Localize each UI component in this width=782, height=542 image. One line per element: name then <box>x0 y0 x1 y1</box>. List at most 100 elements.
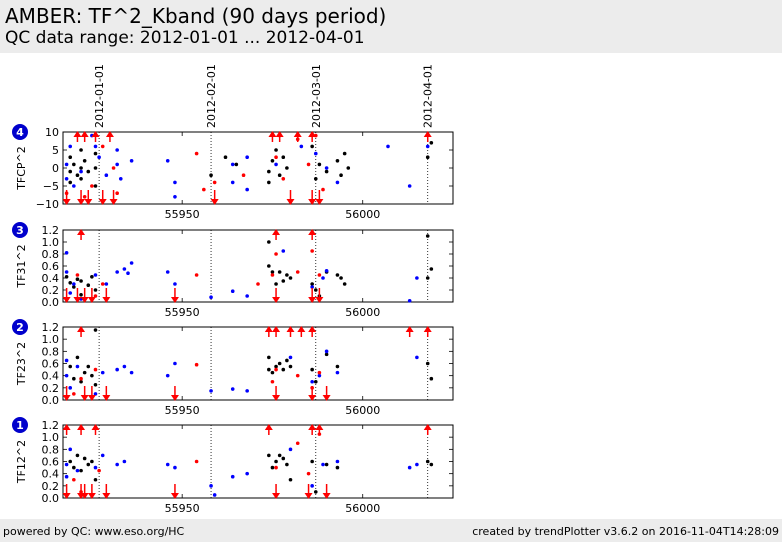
upper-limit-arrowhead <box>73 131 82 137</box>
data-point <box>267 240 271 244</box>
lower-limit-arrowhead <box>87 395 96 401</box>
lower-limit-arrowhead <box>322 395 331 401</box>
lower-limit-arrowhead <box>272 297 281 303</box>
lower-limit-arrowhead <box>87 493 96 499</box>
lower-limit-arrowhead <box>62 199 71 205</box>
lower-limit-arrowhead <box>170 493 179 499</box>
y-tick-label: 0.2 <box>42 284 60 297</box>
y-tick-label: 0.4 <box>42 468 60 481</box>
data-point <box>100 453 105 458</box>
data-point <box>115 148 119 152</box>
data-point <box>288 355 293 360</box>
data-point <box>335 273 340 277</box>
data-point <box>241 173 246 177</box>
data-point <box>274 465 278 470</box>
data-point <box>299 144 304 149</box>
y-tick-label: 1.2 <box>42 419 60 432</box>
upper-limit-arrowhead <box>264 326 273 332</box>
date-marker-label: 2012-04-01 <box>422 64 435 128</box>
data-point <box>82 159 87 163</box>
data-point <box>415 276 419 280</box>
data-point <box>93 465 98 470</box>
data-point <box>285 273 289 277</box>
y-tick-label: 0.8 <box>42 248 60 261</box>
upper-limit-arrowhead <box>275 131 284 137</box>
data-point <box>75 173 80 177</box>
data-point <box>115 191 119 195</box>
x-tick-label: 55950 <box>165 404 200 417</box>
data-point <box>72 282 76 286</box>
data-point <box>267 367 271 372</box>
data-point <box>335 459 340 464</box>
data-point <box>75 273 80 277</box>
lower-limit-arrowhead <box>210 199 219 205</box>
footer-banner: powered by QC: www.eso.org/HC created by… <box>0 519 782 542</box>
data-point <box>295 270 300 274</box>
data-point <box>288 447 293 452</box>
data-point <box>425 361 430 366</box>
data-point <box>72 465 76 470</box>
data-point <box>310 282 314 286</box>
lower-limit-arrowhead <box>272 493 281 499</box>
date-marker-label: 2012-01-01 <box>93 64 106 128</box>
data-point <box>346 166 351 170</box>
lower-limit-arrowhead <box>98 199 107 205</box>
data-point <box>72 376 76 381</box>
upper-limit-arrowhead <box>293 131 302 137</box>
data-point <box>429 141 434 145</box>
data-point <box>321 276 325 280</box>
data-point <box>281 367 286 372</box>
plot-frame <box>62 424 454 499</box>
data-point <box>245 155 249 159</box>
data-point <box>245 471 249 476</box>
data-point <box>68 169 73 174</box>
date-marker-label: 2012-03-01 <box>310 64 323 128</box>
data-point <box>165 159 170 163</box>
y-tick-label: 0.0 <box>42 296 60 309</box>
data-point <box>277 361 282 366</box>
upper-limit-arrowhead <box>297 326 306 332</box>
lower-limit-arrowhead <box>315 199 324 205</box>
data-point <box>86 169 91 174</box>
upper-limit-arrowhead <box>272 229 281 235</box>
upper-limit-arrowhead <box>264 424 273 430</box>
data-point <box>79 177 83 181</box>
upper-limit-arrowhead <box>62 424 71 430</box>
data-point <box>64 270 69 274</box>
data-point <box>93 288 98 292</box>
data-point <box>223 155 228 159</box>
data-point <box>245 187 249 192</box>
data-point <box>90 459 94 464</box>
upper-limit-arrowhead <box>423 326 432 332</box>
data-point <box>407 299 412 303</box>
data-point <box>82 456 87 461</box>
data-point <box>173 282 177 286</box>
data-point <box>75 453 80 458</box>
upper-limit-arrowhead <box>272 326 281 332</box>
lower-limit-arrowhead <box>170 395 179 401</box>
lower-limit-arrowhead <box>315 297 324 303</box>
y-tick-label: 0.8 <box>42 345 60 358</box>
data-point <box>72 162 76 167</box>
data-point <box>274 364 278 369</box>
upper-limit-arrowhead <box>77 229 86 235</box>
data-point <box>75 355 80 360</box>
data-point <box>202 187 206 192</box>
data-point <box>93 166 98 170</box>
upper-limit-arrowhead <box>80 131 89 137</box>
lower-limit-arrowhead <box>304 493 313 499</box>
data-point <box>310 285 314 289</box>
data-point <box>68 386 73 390</box>
data-point <box>64 177 69 181</box>
data-point <box>68 291 73 295</box>
data-point <box>270 370 275 375</box>
data-point <box>274 459 278 464</box>
data-point <box>212 493 217 497</box>
upper-limit-arrowhead <box>308 326 317 332</box>
upper-limit-arrowhead <box>315 424 324 430</box>
data-point <box>335 180 340 185</box>
footer-credit: powered by QC: www.eso.org/HC <box>3 525 185 538</box>
data-point <box>64 275 69 279</box>
data-point <box>324 169 329 174</box>
